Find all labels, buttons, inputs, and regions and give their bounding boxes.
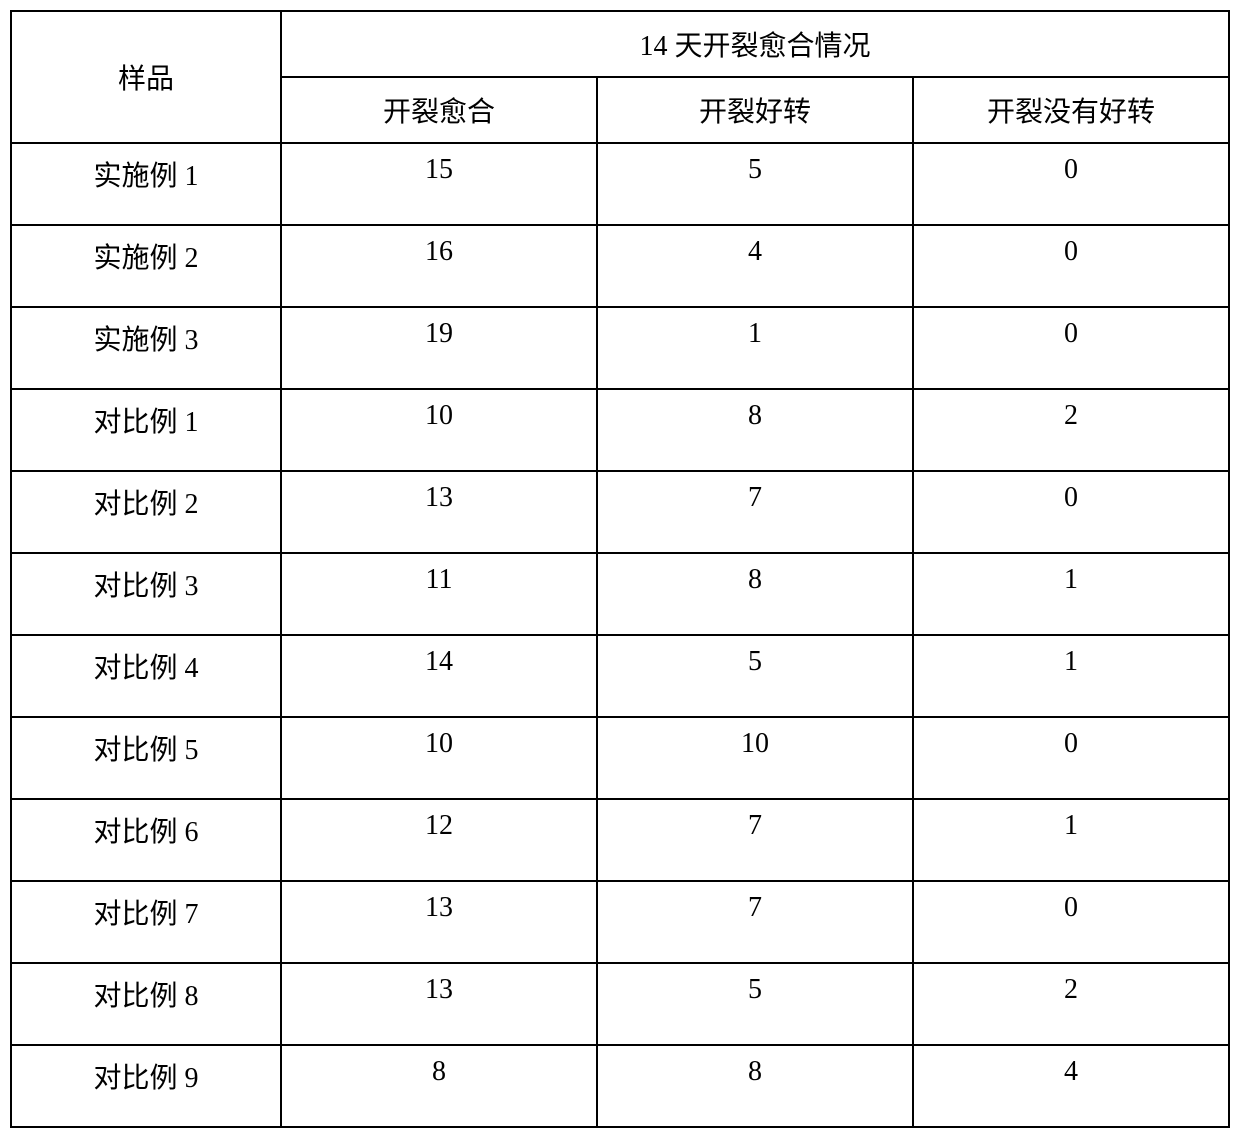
row-value: 8 [597,1045,913,1127]
header-group: 14 天开裂愈合情况 [281,11,1229,77]
table-row: 对比例 7 13 7 0 [11,881,1229,963]
row-value: 7 [597,881,913,963]
row-value: 2 [913,389,1229,471]
header-row-1: 样品 14 天开裂愈合情况 [11,11,1229,77]
table-row: 对比例 4 14 5 1 [11,635,1229,717]
row-value: 8 [597,389,913,471]
row-value: 1 [913,799,1229,881]
row-label: 对比例 2 [11,471,281,553]
row-value: 10 [281,717,597,799]
row-value: 7 [597,799,913,881]
row-value: 8 [597,553,913,635]
table-row: 对比例 6 12 7 1 [11,799,1229,881]
row-value: 1 [913,635,1229,717]
row-value: 1 [597,307,913,389]
row-label: 实施例 1 [11,143,281,225]
row-value: 11 [281,553,597,635]
row-value: 5 [597,143,913,225]
row-value: 10 [597,717,913,799]
row-label: 对比例 4 [11,635,281,717]
row-label: 实施例 2 [11,225,281,307]
table-body: 实施例 1 15 5 0 实施例 2 16 4 0 实施例 3 19 1 0 对… [11,143,1229,1127]
row-label: 对比例 3 [11,553,281,635]
row-label: 对比例 6 [11,799,281,881]
row-label: 对比例 1 [11,389,281,471]
row-value: 12 [281,799,597,881]
row-value: 10 [281,389,597,471]
header-col-1: 开裂愈合 [281,77,597,143]
row-label: 对比例 9 [11,1045,281,1127]
table-row: 实施例 3 19 1 0 [11,307,1229,389]
row-value: 5 [597,635,913,717]
row-value: 0 [913,471,1229,553]
row-label: 实施例 3 [11,307,281,389]
row-value: 1 [913,553,1229,635]
row-label: 对比例 5 [11,717,281,799]
table-row: 对比例 3 11 8 1 [11,553,1229,635]
row-value: 16 [281,225,597,307]
table-row: 对比例 9 8 8 4 [11,1045,1229,1127]
row-value: 4 [597,225,913,307]
table-row: 对比例 2 13 7 0 [11,471,1229,553]
table-row: 对比例 5 10 10 0 [11,717,1229,799]
row-value: 7 [597,471,913,553]
row-value: 13 [281,881,597,963]
row-value: 14 [281,635,597,717]
row-value: 2 [913,963,1229,1045]
row-value: 5 [597,963,913,1045]
row-value: 4 [913,1045,1229,1127]
row-value: 0 [913,225,1229,307]
row-label: 对比例 8 [11,963,281,1045]
row-value: 0 [913,307,1229,389]
table-row: 对比例 1 10 8 2 [11,389,1229,471]
row-value: 15 [281,143,597,225]
table-row: 实施例 2 16 4 0 [11,225,1229,307]
row-value: 0 [913,881,1229,963]
row-value: 0 [913,717,1229,799]
row-label: 对比例 7 [11,881,281,963]
row-value: 13 [281,471,597,553]
row-value: 0 [913,143,1229,225]
table-row: 实施例 1 15 5 0 [11,143,1229,225]
row-value: 19 [281,307,597,389]
table-row: 对比例 8 13 5 2 [11,963,1229,1045]
header-col-2: 开裂好转 [597,77,913,143]
header-sample: 样品 [11,11,281,143]
row-value: 13 [281,963,597,1045]
data-table: 样品 14 天开裂愈合情况 开裂愈合 开裂好转 开裂没有好转 实施例 1 15 … [10,10,1230,1128]
row-value: 8 [281,1045,597,1127]
table-header: 样品 14 天开裂愈合情况 开裂愈合 开裂好转 开裂没有好转 [11,11,1229,143]
header-col-3: 开裂没有好转 [913,77,1229,143]
